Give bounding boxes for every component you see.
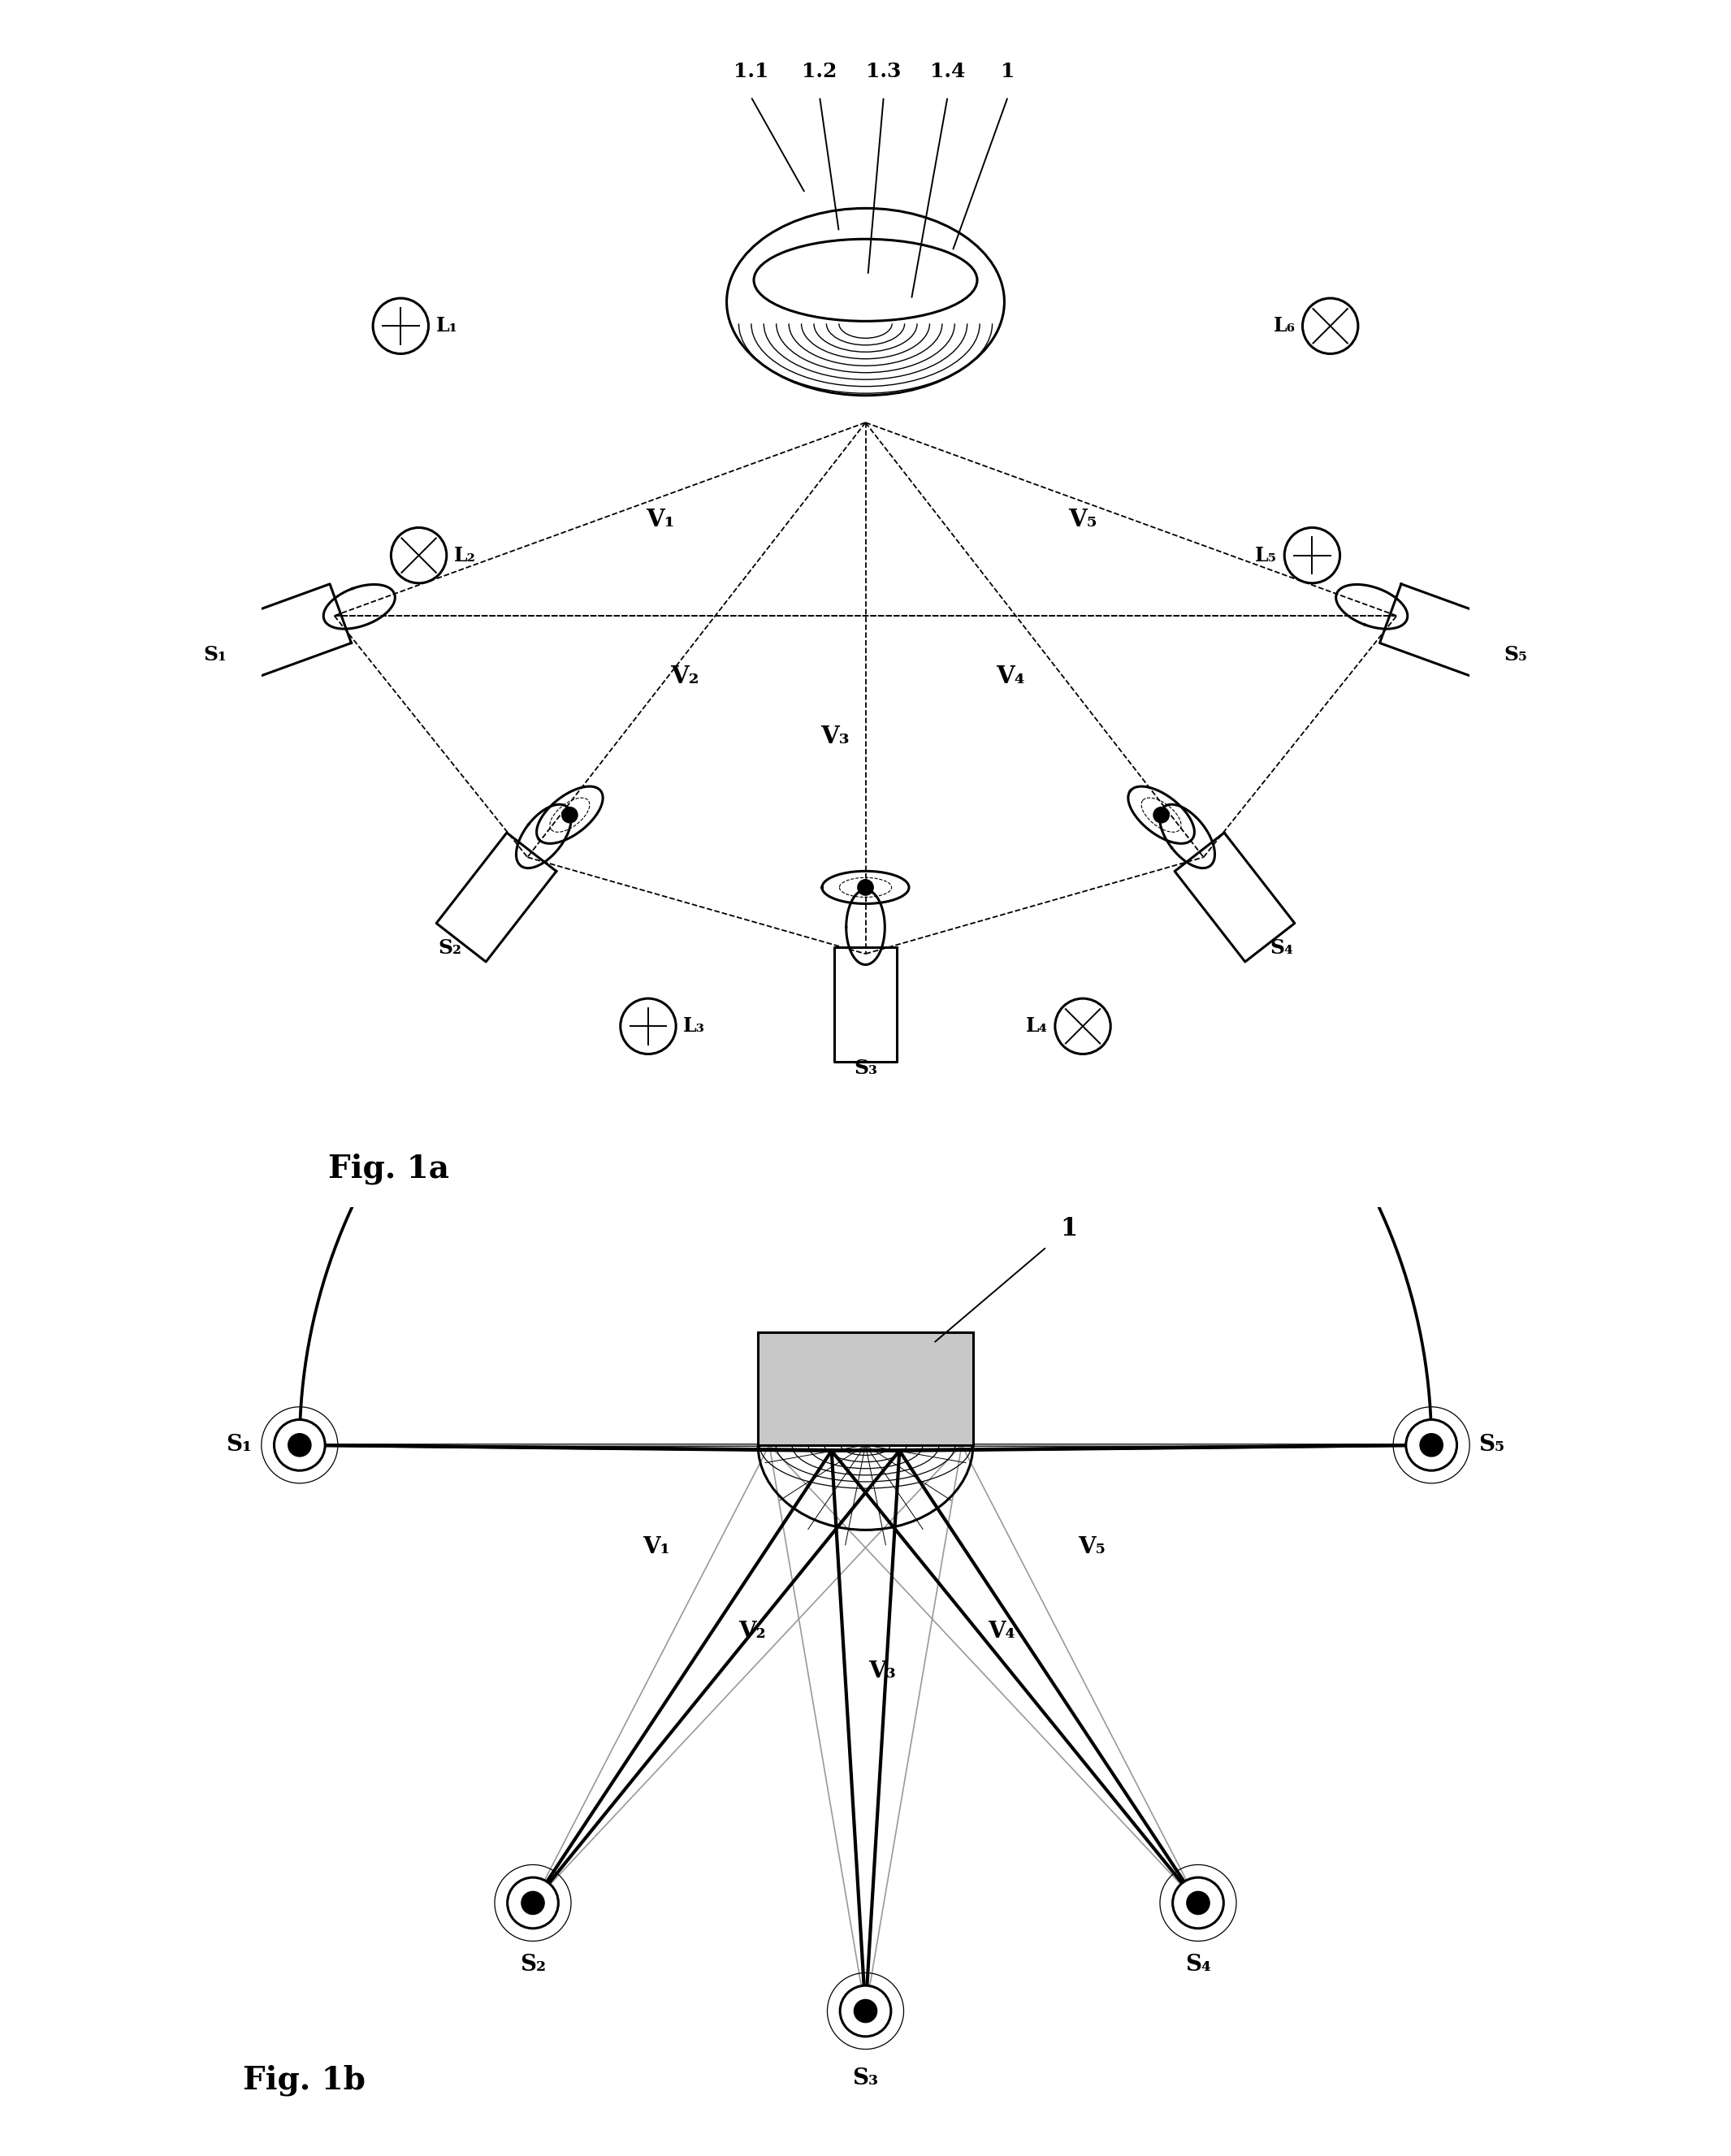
Circle shape [521, 1891, 544, 1915]
Text: V₅: V₅ [1068, 507, 1097, 530]
Text: L₁: L₁ [436, 317, 457, 336]
Text: S₅: S₅ [1504, 645, 1527, 664]
Text: 1.2: 1.2 [801, 60, 838, 82]
Circle shape [1172, 1878, 1224, 1927]
Text: V₁: V₁ [642, 1535, 670, 1559]
Text: S₃: S₃ [852, 2068, 879, 2089]
Text: 1: 1 [1061, 1216, 1078, 1242]
Circle shape [1153, 806, 1168, 824]
Circle shape [840, 1986, 891, 2037]
Circle shape [287, 1434, 312, 1457]
Text: Fig. 1b: Fig. 1b [242, 2065, 365, 2096]
Text: V₃: V₃ [820, 724, 850, 748]
Circle shape [563, 806, 578, 824]
Circle shape [1187, 1891, 1210, 1915]
Text: S₂: S₂ [438, 938, 462, 957]
Text: L₅: L₅ [1255, 545, 1277, 565]
Circle shape [507, 1878, 559, 1927]
Text: V₃: V₃ [869, 1660, 897, 1682]
Text: Fig. 1a: Fig. 1a [329, 1153, 450, 1184]
Text: S₁: S₁ [227, 1434, 253, 1455]
Text: 1.4: 1.4 [930, 60, 966, 82]
Text: 1: 1 [1001, 60, 1014, 82]
Text: S₂: S₂ [519, 1953, 545, 1975]
FancyBboxPatch shape [758, 1332, 973, 1445]
Text: 1.3: 1.3 [866, 60, 902, 82]
Text: L₄: L₄ [1026, 1015, 1047, 1037]
Text: S₅: S₅ [1478, 1434, 1504, 1455]
Text: S₁: S₁ [204, 645, 227, 664]
Text: V₄: V₄ [988, 1621, 1014, 1643]
Text: 1.1: 1.1 [734, 60, 769, 82]
Circle shape [853, 1999, 878, 2022]
Text: V₄: V₄ [995, 664, 1025, 688]
Text: V₂: V₂ [739, 1621, 767, 1643]
Text: S₄: S₄ [1269, 938, 1293, 957]
Text: L₆: L₆ [1274, 317, 1295, 336]
Text: S₄: S₄ [1186, 1953, 1212, 1975]
Circle shape [1406, 1419, 1458, 1470]
Circle shape [1419, 1434, 1444, 1457]
Text: S₃: S₃ [853, 1059, 878, 1078]
Text: V₂: V₂ [670, 664, 699, 688]
Text: V₅: V₅ [1078, 1535, 1106, 1559]
Text: L₂: L₂ [454, 545, 476, 565]
Text: L₃: L₃ [684, 1015, 705, 1037]
Circle shape [273, 1419, 325, 1470]
Text: V₁: V₁ [646, 507, 675, 530]
Circle shape [857, 880, 874, 895]
